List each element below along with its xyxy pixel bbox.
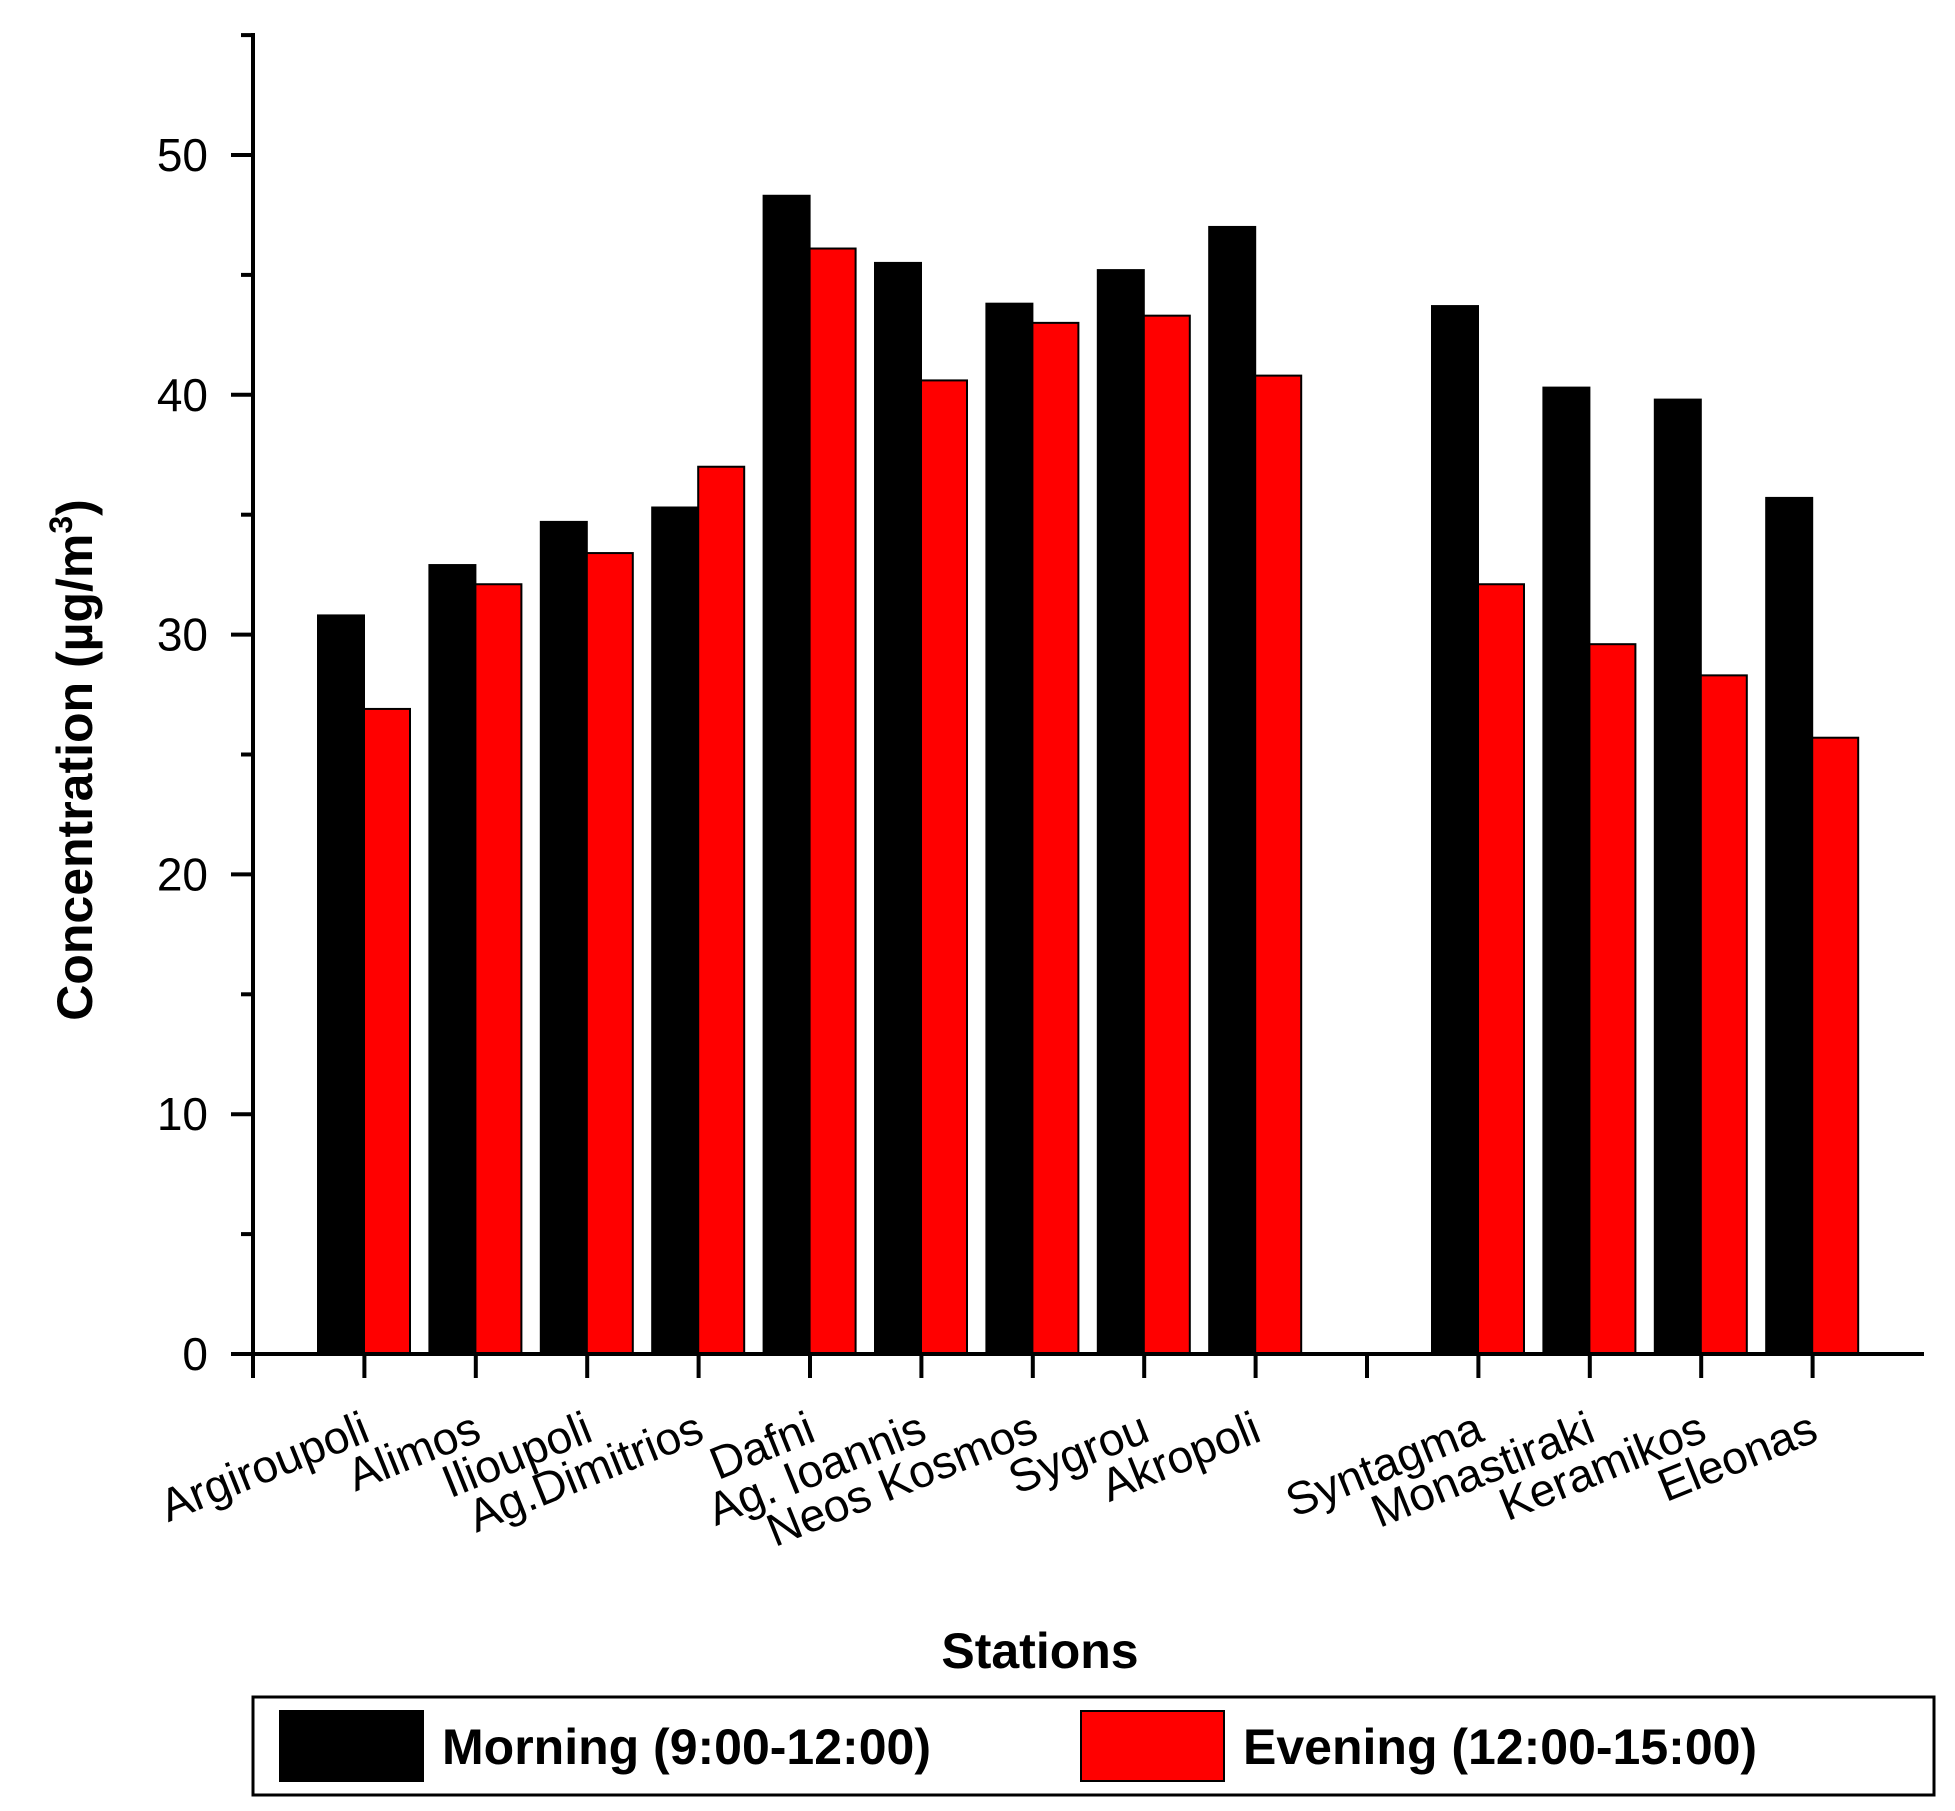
bar-morning-0 bbox=[317, 614, 365, 1355]
y-axis-title-superscript: 3 bbox=[43, 516, 79, 534]
bar-morning-5 bbox=[874, 261, 922, 1355]
category-labels: ArgiroupoliAlimosIlioupoliAg.DimitriosDa… bbox=[152, 1401, 1824, 1557]
bar-evening-13 bbox=[1811, 736, 1860, 1355]
y-axis-title-main: Concentration (µg/m bbox=[47, 534, 103, 1021]
bars-layer bbox=[317, 194, 1860, 1356]
x-axis-title: Stations bbox=[941, 1623, 1138, 1679]
bar-evening-7 bbox=[1142, 314, 1191, 1355]
bar-morning-12 bbox=[1653, 398, 1702, 1355]
bar-evening-5 bbox=[920, 379, 968, 1355]
y-tick-label-40: 40 bbox=[157, 369, 208, 421]
bar-morning-13 bbox=[1765, 496, 1814, 1355]
bar-evening-11 bbox=[1588, 643, 1637, 1355]
y-axis-title-close: ) bbox=[47, 499, 103, 516]
bar-morning-3 bbox=[651, 506, 700, 1356]
legend-label-morning: Morning (9:00-12:00) bbox=[442, 1719, 931, 1775]
y-tick-label-30: 30 bbox=[157, 609, 208, 661]
legend-swatch-morning bbox=[279, 1710, 424, 1782]
axes-layer bbox=[231, 33, 1924, 1378]
legend-label-evening: Evening (12:00-15:00) bbox=[1243, 1719, 1757, 1775]
bar-evening-0 bbox=[363, 707, 411, 1355]
bar-morning-11 bbox=[1542, 386, 1591, 1355]
bar-morning-4 bbox=[762, 194, 811, 1356]
bar-evening-1 bbox=[474, 583, 523, 1355]
bar-evening-2 bbox=[585, 552, 634, 1355]
y-tick-labels: 0 10 20 30 40 50 bbox=[157, 129, 208, 1380]
legend: Morning (9:00-12:00) Evening (12:00-15:0… bbox=[251, 1695, 1936, 1797]
bar-evening-4 bbox=[808, 247, 857, 1356]
bar-evening-6 bbox=[1031, 321, 1080, 1355]
y-tick-label-10: 10 bbox=[157, 1088, 208, 1140]
bar-morning-10 bbox=[1431, 305, 1479, 1356]
bar-evening-10 bbox=[1477, 583, 1525, 1355]
category-label-0: Argiroupoli bbox=[152, 1401, 375, 1532]
bar-evening-12 bbox=[1699, 674, 1748, 1355]
legend-swatch-evening bbox=[1080, 1710, 1225, 1782]
bar-morning-8 bbox=[1208, 225, 1257, 1356]
bar-morning-6 bbox=[985, 302, 1034, 1355]
y-tick-label-50: 50 bbox=[157, 129, 208, 181]
bar-morning-7 bbox=[1096, 269, 1145, 1355]
bar-evening-3 bbox=[697, 465, 746, 1355]
y-tick-label-20: 20 bbox=[157, 848, 208, 900]
y-axis-title: Concentration (µg/m3) bbox=[43, 499, 103, 1021]
bar-morning-2 bbox=[539, 520, 588, 1355]
bar-evening-8 bbox=[1254, 374, 1303, 1355]
bar-morning-1 bbox=[428, 564, 477, 1355]
y-tick-label-0: 0 bbox=[182, 1328, 208, 1380]
